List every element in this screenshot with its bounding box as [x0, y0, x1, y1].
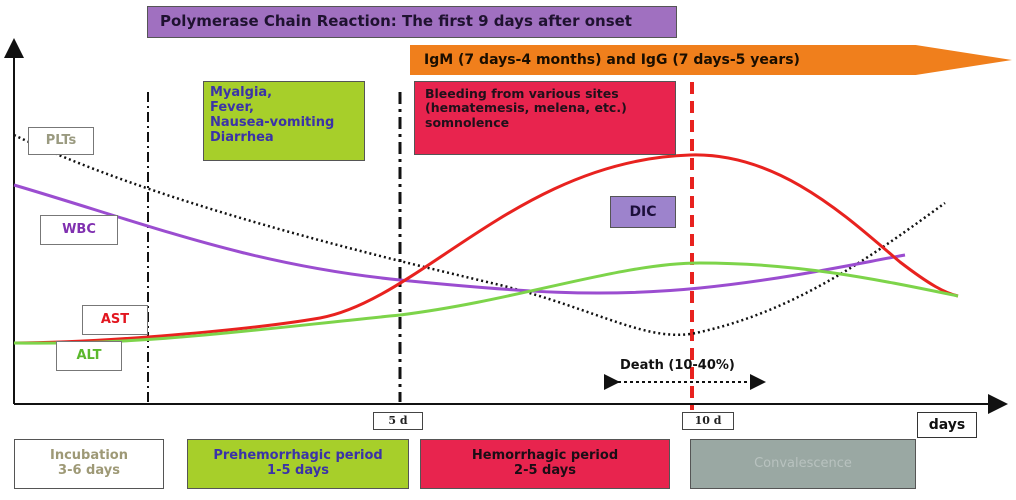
wbc-label: WBC	[40, 215, 118, 245]
ast-label-text: AST	[100, 311, 130, 327]
pcr-banner: Polymerase Chain Reaction: The first 9 d…	[147, 6, 677, 38]
symptoms-box: Myalgia, Fever, Nausea-vomiting Diarrhea	[203, 81, 365, 161]
death-label: Death (10-40%)	[620, 358, 735, 373]
tick-5d: 5 d	[373, 412, 423, 430]
plts-label: PLTs	[28, 127, 94, 155]
tick-10d: 10 d	[682, 412, 734, 430]
bleeding-line: (hematemesis, melena, etc.)	[425, 100, 627, 116]
bleeding-line: somnolence	[425, 114, 510, 130]
alt-label: ALT	[56, 341, 122, 371]
plts-curve	[13, 133, 946, 337]
alt-label-text: ALT	[76, 347, 102, 363]
dic-label: DIC	[629, 203, 657, 220]
convalescence-period-box: Convalescence	[690, 439, 916, 489]
antibody-arrow-text: IgM (7 days-4 months) and IgG (7 days-5 …	[424, 52, 800, 68]
days-axis-label: days	[917, 412, 977, 438]
bleeding-box: Bleeding from various sites (hematemesis…	[414, 81, 676, 155]
dic-box: DIC	[610, 196, 676, 228]
symptom-line: Myalgia,	[210, 85, 273, 100]
symptom-line: Nausea-vomiting	[210, 114, 335, 130]
bleeding-line: Bleeding from various sites	[425, 86, 619, 101]
wbc-curve	[13, 183, 906, 295]
alt-curve	[13, 261, 959, 345]
symptom-line: Diarrhea	[210, 129, 274, 145]
tick-5d-text: 5 d	[388, 413, 408, 427]
pcr-banner-text: Polymerase Chain Reaction: The first 9 d…	[160, 12, 632, 31]
ast-curve	[13, 153, 959, 345]
ast-label: AST	[82, 305, 148, 335]
hemorrhagic-period-box: Hemorrhagic period 2-5 days	[420, 439, 670, 489]
symptom-line: Fever,	[210, 99, 254, 115]
wbc-label-text: WBC	[62, 221, 96, 237]
prehemorrhagic-period-box: Prehemorrhagic period 1-5 days	[187, 439, 409, 489]
plts-label-text: PLTs	[45, 132, 77, 148]
tick-10d-text: 10 d	[694, 413, 722, 427]
days-axis-label-text: days	[928, 416, 966, 433]
incubation-period-box: Incubation 3-6 days	[14, 439, 164, 489]
antibody-arrow: IgM (7 days-4 months) and IgG (7 days-5 …	[410, 45, 1012, 75]
